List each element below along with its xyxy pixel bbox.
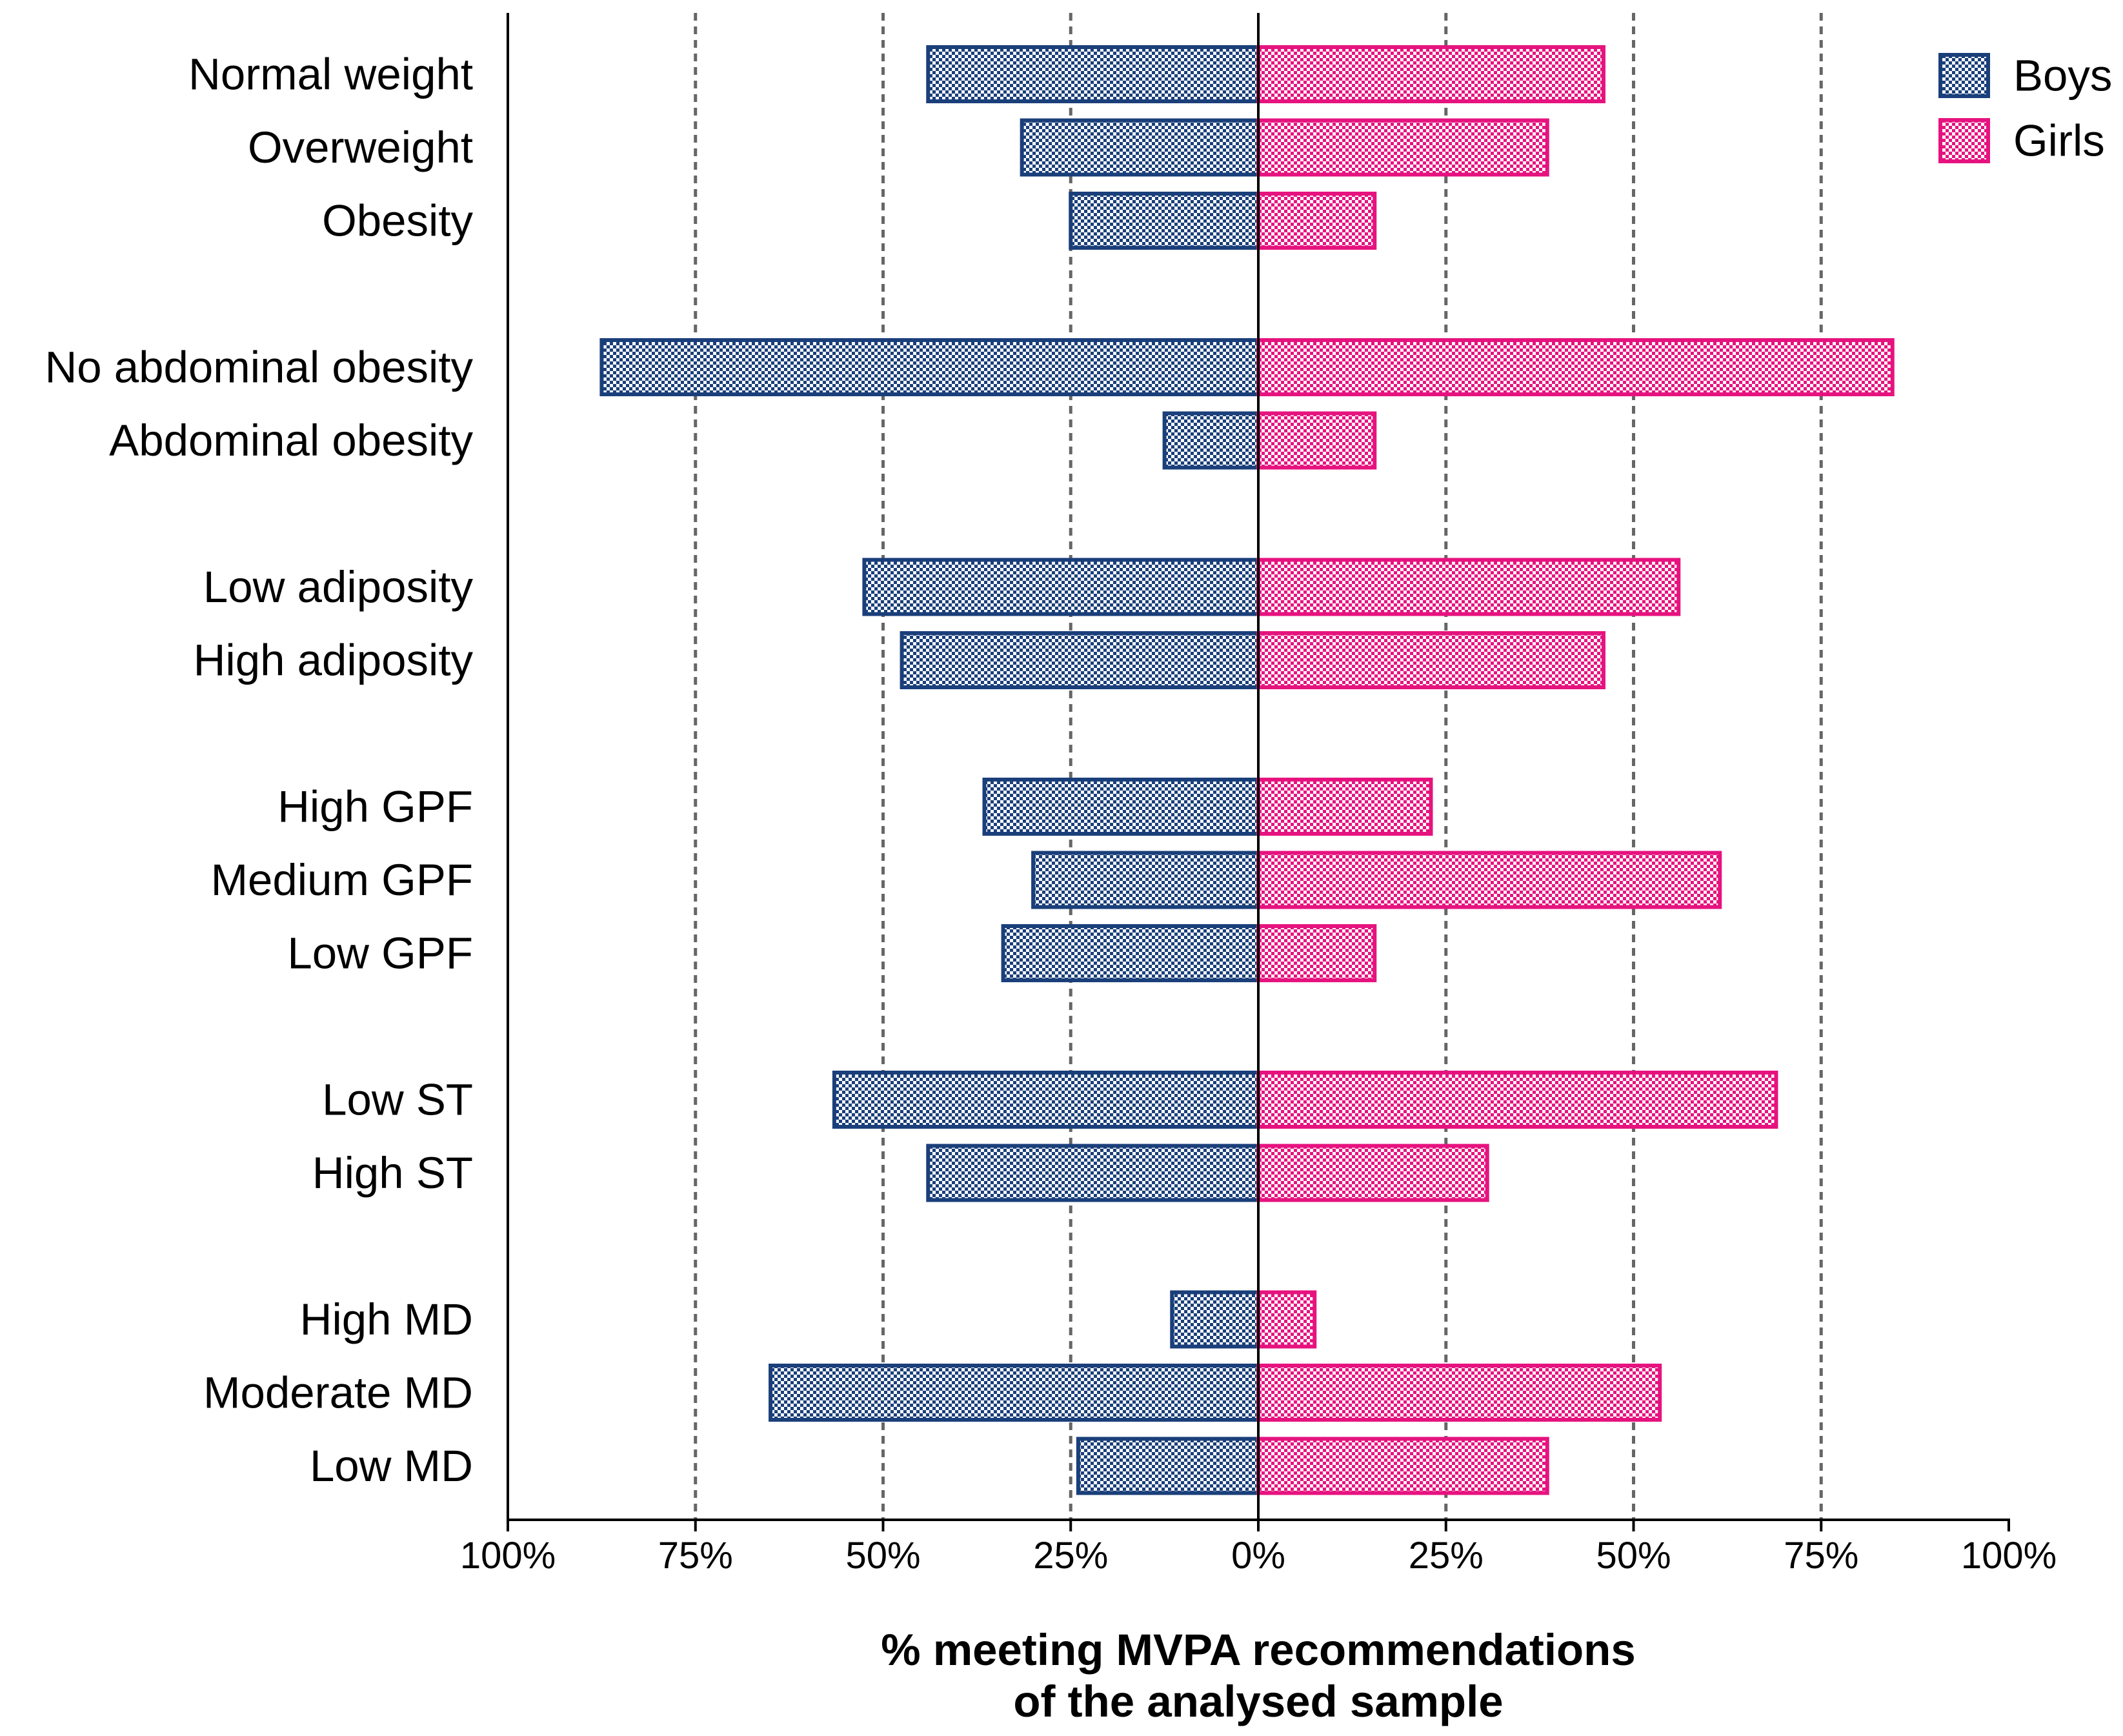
bar-boys-low-md [1076,1437,1260,1495]
x-tick-label: 25% [1409,1535,1484,1577]
category-label-low-md: Low MD [310,1441,473,1491]
x-tick-label: 75% [1784,1535,1858,1577]
bar-girls-medium-gpf [1256,851,1722,909]
bar-boys-low-st [832,1071,1260,1129]
bar-boys-abdominal-obesity [1162,411,1260,470]
bar-girls-high-adiposity [1256,631,1605,689]
category-label-overweight: Overweight [248,123,473,172]
x-axis-title-line-2: of the analysed sample [1013,1677,1503,1726]
x-tick-label: 75% [658,1535,733,1577]
bar-girls-low-st [1256,1071,1778,1129]
bar-girls-low-md [1256,1437,1549,1495]
category-label-low-st: Low ST [322,1075,473,1125]
bar-boys-overweight [1020,118,1261,177]
x-tick-label: 100% [460,1535,556,1577]
category-label-low-adiposity: Low adiposity [203,562,474,612]
category-label-medium-gpf: Medium GPF [211,855,473,905]
x-tick-label: 100% [1961,1535,2057,1577]
legend-swatch-boys [1938,53,1990,98]
x-tick-label: 50% [1596,1535,1671,1577]
bar-boys-moderate-md [769,1364,1261,1422]
bar-boys-normal-weight [926,45,1261,103]
x-axis-title-line-1: % meeting MVPA recommendations [881,1625,1635,1675]
bar-boys-medium-gpf [1031,851,1260,909]
bar-girls-abdominal-obesity [1256,411,1377,470]
category-label-low-gpf: Low GPF [287,929,473,978]
bar-boys-high-md [1170,1290,1260,1349]
legend: Boys Girls [1938,51,2112,166]
axes [507,13,2010,1521]
legend-label-boys: Boys [2013,51,2112,101]
bar-girls-high-st [1256,1144,1489,1202]
gridlines [694,13,1823,1520]
category-label-normal-weight: Normal weight [188,50,473,99]
x-tick-labels: 100% 75% 50% 25% 0% 25% 50% 75% 100% [460,1520,2057,1577]
x-tick-label: 25% [1033,1535,1108,1577]
x-tick-label: 0% [1231,1535,1285,1577]
category-label-high-md: High MD [300,1295,473,1344]
bar-girls-obesity [1256,192,1377,250]
category-label-high-st: High ST [312,1148,473,1198]
category-label-obesity: Obesity [322,196,473,246]
bar-boys-high-adiposity [900,631,1260,689]
legend-label-girls: Girls [2013,116,2105,166]
legend-swatch-girls [1938,118,1990,163]
x-tick-label: 50% [845,1535,920,1577]
category-label-moderate-md: Moderate MD [203,1368,473,1418]
category-labels: Normal weight Overweight Obesity No abdomin… [45,50,473,1491]
bar-girls-low-gpf [1256,924,1377,982]
category-label-no-abdominal-obesity: No abdominal obesity [45,343,473,392]
bar-girls-no-abdominal-obesity [1256,338,1895,396]
bar-boys-low-gpf [1001,924,1260,982]
bar-girls-high-md [1256,1290,1317,1349]
bar-boys-high-st [926,1144,1261,1202]
bar-girls-overweight [1256,118,1549,177]
bar-girls-high-gpf [1256,778,1433,836]
bar-boys-low-adiposity [862,558,1261,616]
bar-girls-normal-weight [1256,45,1605,103]
bar-girls-moderate-md [1256,1364,1662,1422]
category-label-high-adiposity: High adiposity [194,636,474,685]
category-label-abdominal-obesity: Abdominal obesity [109,416,473,465]
bars [599,45,1895,1495]
category-label-high-gpf: High GPF [277,782,473,832]
bar-boys-no-abdominal-obesity [599,338,1260,396]
bar-girls-low-adiposity [1256,558,1681,616]
bar-boys-high-gpf [982,778,1260,836]
bar-boys-obesity [1069,192,1260,250]
